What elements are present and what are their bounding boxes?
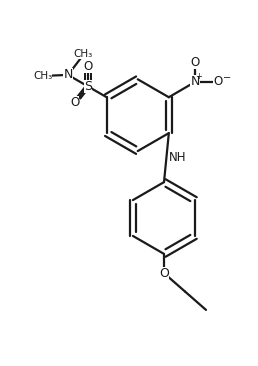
Text: +: + (195, 72, 202, 81)
Text: S: S (84, 80, 92, 93)
Text: CH₃: CH₃ (33, 71, 52, 81)
Text: CH₃: CH₃ (73, 49, 93, 59)
Text: −: − (223, 72, 231, 83)
Text: N: N (63, 68, 73, 81)
Text: NH: NH (169, 151, 186, 164)
Text: N: N (190, 75, 200, 89)
Text: O: O (213, 75, 222, 89)
Text: O: O (190, 56, 200, 69)
Text: O: O (70, 96, 79, 109)
Text: O: O (159, 267, 169, 280)
Text: O: O (83, 60, 92, 73)
